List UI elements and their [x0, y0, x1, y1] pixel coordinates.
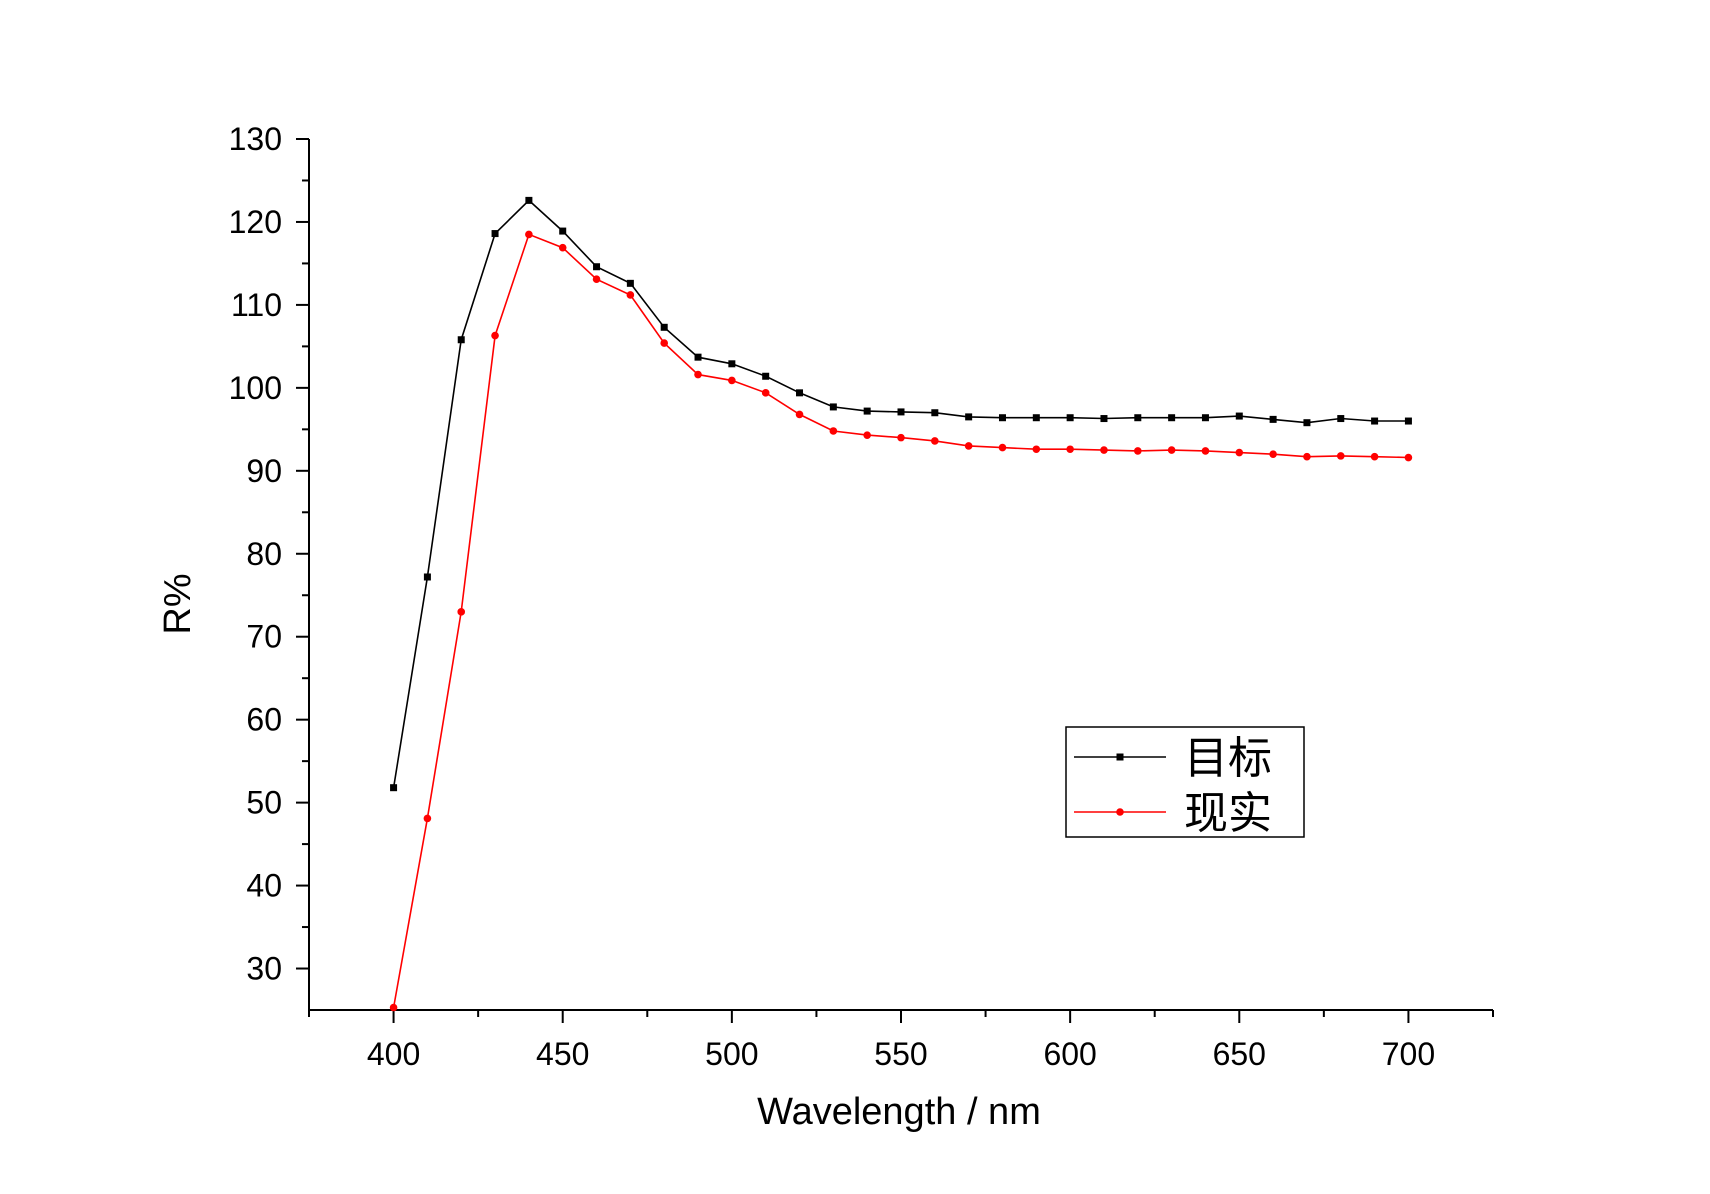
data-point [1066, 414, 1074, 422]
data-point [964, 442, 973, 450]
x-tick-label: 500 [705, 1036, 758, 1072]
data-point [728, 376, 736, 385]
y-tick-label: 60 [246, 702, 282, 738]
data-point [1134, 447, 1142, 455]
data-point [1032, 414, 1040, 422]
data-point [1269, 450, 1277, 459]
data-point [761, 389, 770, 397]
data-point [491, 230, 499, 238]
data-point [931, 409, 939, 417]
data-point [796, 389, 804, 397]
data-point [491, 331, 499, 340]
data-point [1235, 412, 1243, 420]
x-tick-label: 650 [1213, 1036, 1266, 1072]
data-point [1032, 445, 1041, 454]
data-point [626, 279, 634, 287]
series-2 [389, 230, 1413, 1012]
x-tick-label: 450 [536, 1036, 589, 1072]
data-point [897, 433, 905, 442]
data-point [1336, 452, 1345, 460]
data-point [423, 814, 432, 823]
x-tick-label: 600 [1043, 1036, 1096, 1072]
data-point [897, 408, 905, 416]
data-point [795, 410, 804, 419]
data-point [1201, 414, 1209, 422]
x-tick-label: 550 [874, 1036, 927, 1072]
legend-label: 目标 [1184, 734, 1272, 783]
data-point [660, 339, 668, 347]
legend-marker [1116, 808, 1124, 816]
data-point [829, 403, 837, 411]
data-point [931, 437, 939, 445]
series-line [392, 199, 1409, 788]
data-point [1269, 415, 1277, 423]
data-point [389, 1003, 398, 1012]
data-point [694, 370, 702, 379]
data-point [626, 291, 635, 299]
data-point [1100, 446, 1108, 454]
x-axis-title: Wavelength / nm [757, 1091, 1041, 1133]
data-point [1235, 448, 1244, 457]
legend-entry: 现实 [1074, 789, 1272, 838]
data-point [863, 407, 871, 415]
data-point [1303, 452, 1311, 461]
data-point [559, 227, 567, 235]
data-point [728, 360, 736, 368]
data-point [762, 372, 770, 380]
y-tick-label: 80 [246, 536, 282, 572]
y-tick-label: 70 [246, 619, 282, 655]
data-point [1337, 415, 1345, 423]
series-layer [389, 196, 1413, 1012]
data-point [1100, 415, 1108, 423]
axes: 30 40 50 60 70 80 90 100 110 120 130 400 450 500 550 60… [229, 121, 1494, 1072]
data-point [1404, 417, 1412, 425]
data-point [525, 230, 533, 239]
data-point [694, 353, 702, 361]
series-line [392, 233, 1409, 1008]
y-tick-label: 90 [246, 453, 282, 489]
x-tick-label: 700 [1382, 1036, 1435, 1072]
data-point [1370, 452, 1379, 461]
legend-entry: 目标 [1074, 734, 1272, 783]
data-point [660, 323, 668, 331]
data-point [863, 431, 871, 439]
y-tick-label: 110 [231, 287, 282, 323]
data-point [1167, 446, 1176, 454]
data-point [525, 196, 533, 204]
data-point [1134, 414, 1142, 422]
data-point [457, 608, 466, 616]
data-point [1404, 453, 1413, 462]
legend-marker [1116, 753, 1124, 761]
legend-box [1065, 726, 1305, 838]
data-point [1371, 417, 1379, 425]
data-point [1201, 447, 1210, 455]
y-tick-label: 100 [229, 370, 282, 406]
data-point [558, 243, 567, 252]
legend-label: 现实 [1184, 789, 1272, 838]
data-point [1303, 419, 1311, 427]
data-point [998, 443, 1007, 452]
data-point [592, 275, 601, 283]
data-point [965, 413, 973, 421]
y-tick-label: 130 [229, 121, 282, 157]
x-tick-label: 400 [367, 1036, 420, 1072]
y-axis-title: R% [157, 573, 199, 634]
data-point [1066, 445, 1074, 454]
data-point [593, 263, 601, 271]
data-point [423, 573, 431, 581]
data-point [998, 414, 1006, 422]
series-1 [390, 196, 1412, 792]
data-point [390, 784, 398, 792]
y-tick-label: 30 [246, 951, 282, 987]
data-point [457, 336, 465, 344]
data-point [1168, 414, 1176, 422]
y-tick-label: 40 [246, 868, 282, 904]
y-tick-label: 50 [246, 785, 282, 821]
data-point [829, 427, 838, 435]
y-tick-label: 120 [229, 204, 282, 240]
